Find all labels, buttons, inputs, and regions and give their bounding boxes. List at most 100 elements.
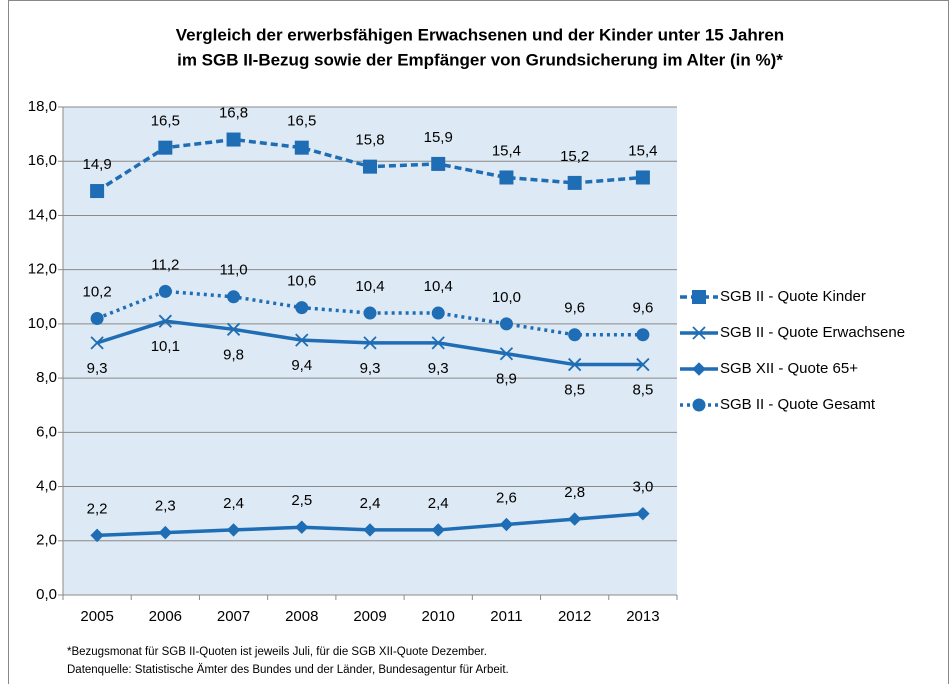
x-tick-label: 2009 [353, 608, 386, 625]
data-label: 8,5 [632, 382, 653, 399]
data-point [636, 357, 650, 372]
data-label: 9,3 [87, 360, 108, 377]
data-label: 2,4 [223, 495, 244, 512]
data-point [568, 357, 582, 372]
data-point [226, 322, 241, 336]
legend-marker [692, 398, 706, 412]
data-point [295, 520, 309, 534]
data-point [294, 140, 309, 155]
data-point [431, 336, 445, 350]
legend-label: SGB XII - Quote 65+ [720, 360, 858, 377]
data-label: 14,9 [83, 156, 112, 173]
data-point [226, 523, 241, 537]
y-tick-label: 18,0 [28, 98, 57, 115]
y-tick-label: 12,0 [28, 261, 57, 278]
data-point [363, 306, 377, 320]
chart-title: im SGB II-Bezug sowie der Empfänger von … [177, 50, 783, 69]
data-point [90, 528, 104, 543]
data-point [567, 512, 582, 526]
data-label: 11,0 [220, 262, 248, 279]
data-point [568, 328, 582, 342]
data-point [499, 170, 514, 185]
data-label: 2,2 [87, 500, 108, 517]
data-point [499, 347, 514, 361]
data-label: 2,4 [428, 495, 449, 512]
y-tick-label: 14,0 [28, 206, 57, 223]
data-label: 15,2 [560, 148, 589, 165]
data-label: 16,8 [219, 105, 248, 122]
data-label: 2,8 [564, 484, 585, 501]
data-label: 3,0 [632, 479, 653, 496]
data-label: 15,4 [492, 142, 521, 159]
data-point [567, 175, 582, 190]
data-point [363, 523, 377, 537]
data-point [90, 184, 105, 199]
data-point [431, 156, 446, 171]
data-label: 9,4 [291, 357, 312, 374]
data-label: 9,3 [428, 360, 449, 377]
data-label: 10,6 [287, 273, 316, 290]
data-point [635, 170, 650, 185]
data-label: 10,2 [83, 283, 112, 300]
data-label: 8,5 [564, 382, 585, 399]
data-label: 10,4 [424, 278, 453, 295]
data-point [158, 140, 173, 155]
y-tick-label: 6,0 [36, 423, 57, 440]
x-tick-label: 2007 [217, 608, 250, 625]
legend-label: SGB II - Quote Erwachsene [720, 324, 905, 341]
chart-title: Vergleich der erwerbsfähigen Erwachsenen… [176, 25, 784, 44]
data-label: 11,2 [151, 256, 179, 273]
data-label: 10,4 [355, 278, 384, 295]
footnote: Datenquelle: Statistische Ämter des Bund… [67, 664, 509, 676]
y-tick-label: 4,0 [36, 478, 57, 495]
data-label: 15,4 [628, 142, 657, 159]
data-point [158, 525, 173, 540]
data-label: 9,3 [360, 360, 381, 377]
data-label: 2,5 [291, 492, 312, 509]
y-tick-label: 10,0 [28, 315, 57, 332]
data-point [227, 290, 241, 304]
data-point [158, 314, 172, 328]
x-tick-label: 2013 [626, 608, 659, 625]
data-point [295, 301, 309, 315]
data-label: 2,6 [496, 489, 517, 506]
data-point [636, 506, 650, 521]
legend-marker [692, 362, 706, 376]
data-point [431, 523, 445, 537]
data-point [363, 159, 377, 174]
y-tick-label: 16,0 [28, 152, 57, 169]
x-tick-label: 2008 [285, 608, 318, 625]
y-tick-label: 8,0 [36, 369, 57, 386]
data-point [499, 517, 514, 532]
x-tick-label: 2006 [149, 608, 182, 625]
data-point [90, 311, 104, 325]
data-label: 10,1 [151, 338, 180, 355]
data-label: 10,0 [492, 289, 521, 306]
x-tick-label: 2010 [422, 608, 455, 625]
data-label: 16,5 [151, 113, 180, 130]
data-point [636, 328, 650, 342]
data-point [431, 306, 445, 320]
data-label: 15,8 [355, 132, 384, 149]
data-label: 15,9 [424, 129, 453, 146]
legend-label: SGB II - Quote Gesamt [720, 396, 876, 413]
data-label: 9,6 [632, 300, 653, 317]
data-point [499, 317, 513, 331]
data-label: 8,9 [496, 371, 517, 388]
data-label: 2,3 [155, 498, 176, 515]
legend-marker [692, 290, 706, 304]
data-label: 2,4 [360, 495, 381, 512]
legend-label: SGB II - Quote Kinder [720, 288, 866, 305]
data-point [90, 336, 104, 350]
x-tick-label: 2011 [490, 608, 522, 625]
y-tick-label: 0,0 [36, 586, 57, 603]
footnote: *Bezugsmonat für SGB II-Quoten ist jewei… [67, 646, 487, 658]
series-line [96, 289, 643, 337]
data-point [295, 333, 309, 347]
data-label: 16,5 [287, 113, 316, 130]
x-tick-label: 2005 [80, 608, 113, 625]
data-label: 9,6 [564, 300, 585, 317]
legend-marker [692, 326, 706, 340]
data-point [158, 284, 172, 298]
